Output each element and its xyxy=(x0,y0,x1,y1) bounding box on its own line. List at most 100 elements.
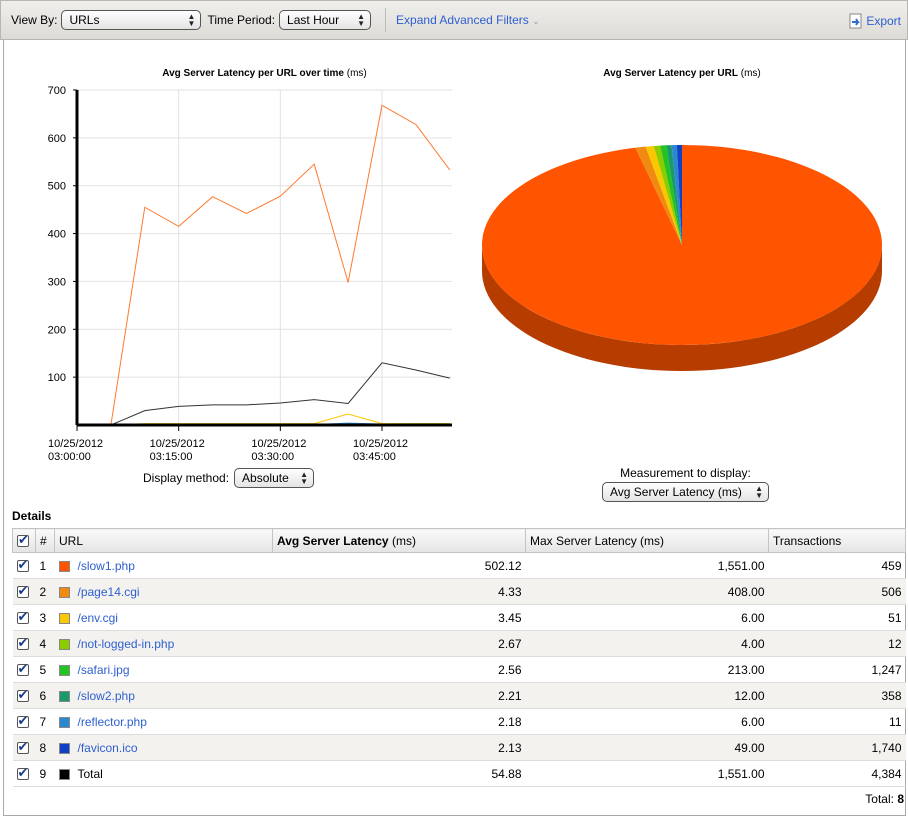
display-method-value: Absolute xyxy=(242,471,289,485)
row-url[interactable]: /env.cgi xyxy=(54,604,273,631)
line-chart-title: Avg Server Latency per URL over time (ms… xyxy=(162,68,367,79)
row-number: 6 xyxy=(35,682,55,709)
row-url[interactable]: /reflector.php xyxy=(54,708,273,735)
row-checkbox[interactable] xyxy=(12,656,36,683)
toolbar: View By: URLs ▲ ▼ Time Period: Last Hour ▲ ▼… xyxy=(0,0,908,40)
table-row: 4 /not-logged-in.php 2.67 4.00 12 xyxy=(12,630,906,657)
row-checkbox[interactable] xyxy=(12,708,36,735)
url-link[interactable]: /env.cgi xyxy=(77,610,118,625)
row-number: 2 xyxy=(35,578,55,605)
avg-latency: 2.21 xyxy=(272,682,526,709)
y-tick-label: 300 xyxy=(48,276,66,288)
url-link[interactable]: /favicon.ico xyxy=(77,740,138,755)
max-latency: 1,551.00 xyxy=(525,552,769,579)
x-tick-date: 10/25/2012 xyxy=(48,438,103,450)
transactions: 1,247 xyxy=(768,656,906,683)
row-number: 4 xyxy=(35,630,55,657)
row-number: 7 xyxy=(35,708,55,735)
row-checkbox[interactable] xyxy=(12,578,36,605)
measurement-select[interactable]: Avg Server Latency (ms) ▲ ▼ xyxy=(602,482,769,502)
row-checkbox[interactable] xyxy=(12,552,36,579)
y-tick-label: 500 xyxy=(48,181,66,193)
divider xyxy=(385,8,387,32)
row-number: 1 xyxy=(35,552,55,579)
series-line xyxy=(77,104,451,426)
color-swatch xyxy=(58,638,70,650)
measurement-label: Measurement to display: xyxy=(620,466,751,480)
row-checkbox[interactable] xyxy=(12,760,36,787)
pie-side xyxy=(482,245,882,371)
pie-slice xyxy=(660,145,682,245)
row-checkbox[interactable] xyxy=(12,734,36,761)
pie-chart xyxy=(482,145,882,371)
row-url[interactable]: /page14.cgi xyxy=(54,578,273,605)
export-label: Export xyxy=(866,14,901,28)
pie-slice xyxy=(653,145,682,245)
max-latency: 1,551.00 xyxy=(525,760,769,787)
row-number: 8 xyxy=(35,734,55,761)
avg-latency: 2.18 xyxy=(272,708,526,735)
table-row: 5 /safari.jpg 2.56 213.00 1,247 xyxy=(12,656,906,683)
table-row: 1 /slow1.php 502.12 1,551.00 459 xyxy=(12,552,906,579)
select-arrows-icon: ▲ ▼ xyxy=(357,12,366,28)
view-by-select[interactable]: URLs ▲ ▼ xyxy=(61,10,202,30)
col-transactions[interactable]: Transactions xyxy=(768,528,906,553)
transactions: 506 xyxy=(768,578,906,605)
transactions: 12 xyxy=(768,630,906,657)
table-row: 8 /favicon.ico 2.13 49.00 1,740 xyxy=(12,734,906,761)
double-chevron-down-icon: ⌄ xyxy=(532,16,540,26)
measurement-control: Measurement to display: Avg Server Laten… xyxy=(602,466,769,502)
pie-slice xyxy=(645,145,682,245)
col-max-latency[interactable]: Max Server Latency (ms) xyxy=(525,528,769,553)
y-tick-label: 200 xyxy=(48,324,66,336)
table-row: 3 /env.cgi 3.45 6.00 51 xyxy=(12,604,906,631)
url-link[interactable]: /slow2.php xyxy=(77,688,135,703)
select-all-checkbox[interactable] xyxy=(12,528,36,553)
max-latency: 49.00 xyxy=(525,734,769,761)
color-swatch xyxy=(58,612,70,624)
x-tick-date: 10/25/2012 xyxy=(353,438,408,450)
row-checkbox[interactable] xyxy=(12,604,36,631)
row-url[interactable]: /slow1.php xyxy=(54,552,273,579)
transactions: 459 xyxy=(768,552,906,579)
col-url[interactable]: URL xyxy=(54,528,273,553)
time-period-value: Last Hour xyxy=(287,13,340,27)
max-latency: 4.00 xyxy=(525,630,769,657)
row-url[interactable]: /slow2.php xyxy=(54,682,273,709)
measurement-value: Avg Server Latency (ms) xyxy=(610,485,742,499)
time-period-select[interactable]: Last Hour ▲ ▼ xyxy=(279,10,372,30)
row-checkbox[interactable] xyxy=(12,630,36,657)
url-link[interactable]: /page14.cgi xyxy=(77,584,140,599)
total-label: Total xyxy=(77,766,103,781)
x-tick-date: 10/25/2012 xyxy=(150,438,205,450)
row-number: 5 xyxy=(35,656,55,683)
row-url[interactable]: /not-logged-in.php xyxy=(54,630,273,657)
url-link[interactable]: /reflector.php xyxy=(77,714,147,729)
transactions: 358 xyxy=(768,682,906,709)
col-number[interactable]: # xyxy=(35,528,55,553)
url-link[interactable]: /safari.jpg xyxy=(77,662,130,677)
url-link[interactable]: /not-logged-in.php xyxy=(77,636,175,651)
view-by-label: View By: xyxy=(11,13,58,27)
avg-latency: 4.33 xyxy=(272,578,526,605)
expand-advanced-filters-link[interactable]: Expand Advanced Filters ⌄ xyxy=(396,13,540,27)
row-checkbox[interactable] xyxy=(12,682,36,709)
x-tick-time: 03:45:00 xyxy=(353,451,396,463)
pie-slice xyxy=(671,145,682,245)
url-link[interactable]: /slow1.php xyxy=(77,558,135,573)
display-method-select[interactable]: Absolute ▲ ▼ xyxy=(234,468,315,488)
table-row: 6 /slow2.php 2.21 12.00 358 xyxy=(12,682,906,709)
row-number: 9 xyxy=(35,760,55,787)
row-url[interactable]: /favicon.ico xyxy=(54,734,273,761)
avg-latency: 502.12 xyxy=(272,552,526,579)
color-swatch xyxy=(58,664,70,676)
table-row: 2 /page14.cgi 4.33 408.00 506 xyxy=(12,578,906,605)
col-avg-latency[interactable]: Avg Server Latency (ms) xyxy=(272,528,526,553)
export-button[interactable]: Export xyxy=(849,13,901,29)
x-tick-time: 03:15:00 xyxy=(150,451,193,463)
x-tick-date: 10/25/2012 xyxy=(251,438,306,450)
x-tick-time: 03:00:00 xyxy=(48,451,91,463)
pie-chart-title: Avg Server Latency per URL (ms) xyxy=(603,68,761,79)
row-url[interactable]: /safari.jpg xyxy=(54,656,273,683)
transactions: 11 xyxy=(768,708,906,735)
